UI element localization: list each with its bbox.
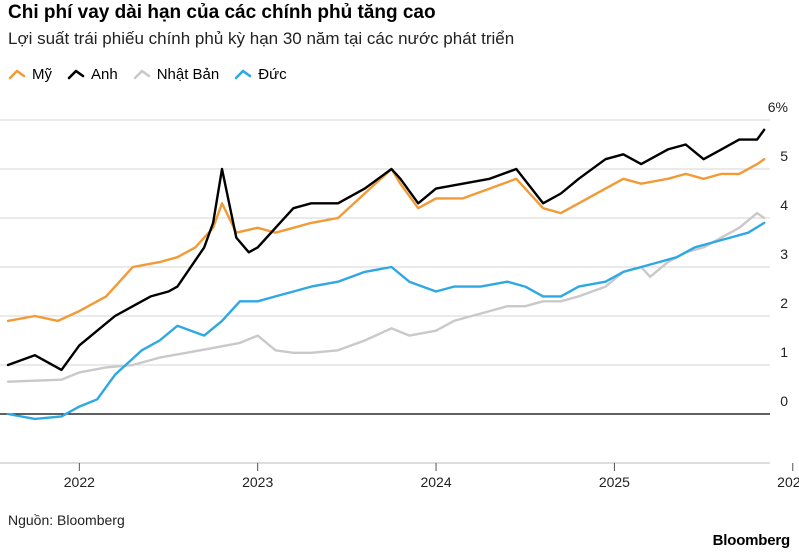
legend-label: Nhật Bản — [156, 65, 220, 83]
legend-label: Anh — [91, 65, 118, 83]
legend-swatch-icon — [8, 69, 26, 80]
x-tick-label: 2022 — [64, 474, 95, 490]
brand-logo: Bloomberg — [712, 532, 791, 549]
legend-swatch-icon — [67, 69, 85, 80]
legend-swatch-icon — [133, 69, 151, 80]
legend-swatch-icon — [234, 69, 252, 80]
series-line-0 — [6, 158, 766, 323]
y-tick-label: 6% — [768, 99, 788, 115]
plot-area: 6% 5 4 3 2 1 0 2022 2023 2024 2025 2026 — [0, 99, 799, 490]
series-line-3 — [6, 221, 766, 421]
x-tick-label: 2025 — [599, 474, 630, 490]
y-tick-label: 3 — [780, 246, 788, 262]
series-line-1 — [6, 128, 766, 372]
y-tick-label: 4 — [780, 197, 788, 213]
legend-item: Nhật Bản — [133, 65, 220, 83]
x-tick-label: 2026 — [777, 474, 799, 490]
legend-item: Anh — [67, 66, 118, 83]
chart-title: Chi phí vay dài hạn của các chính phủ tă… — [8, 2, 436, 23]
x-tick-label: 2023 — [242, 474, 273, 490]
legend-label: Đức — [258, 65, 287, 83]
legend-item: Đức — [234, 65, 287, 83]
source-note: Nguồn: Bloomberg — [8, 512, 125, 528]
y-tick-label: 5 — [780, 148, 788, 164]
legend: Mỹ Anh Nhật Bản Đức — [8, 63, 302, 85]
legend-item: Mỹ — [8, 66, 52, 83]
legend-label: Mỹ — [32, 65, 52, 83]
y-tick-label: 1 — [780, 344, 788, 360]
y-tick-label: 0 — [780, 393, 788, 409]
y-tick-label: 2 — [780, 295, 788, 311]
x-tick-label: 2024 — [420, 474, 451, 490]
chart-subtitle: Lợi suất trái phiếu chính phủ kỳ hạn 30 … — [8, 29, 515, 48]
series-line-2 — [6, 211, 766, 383]
